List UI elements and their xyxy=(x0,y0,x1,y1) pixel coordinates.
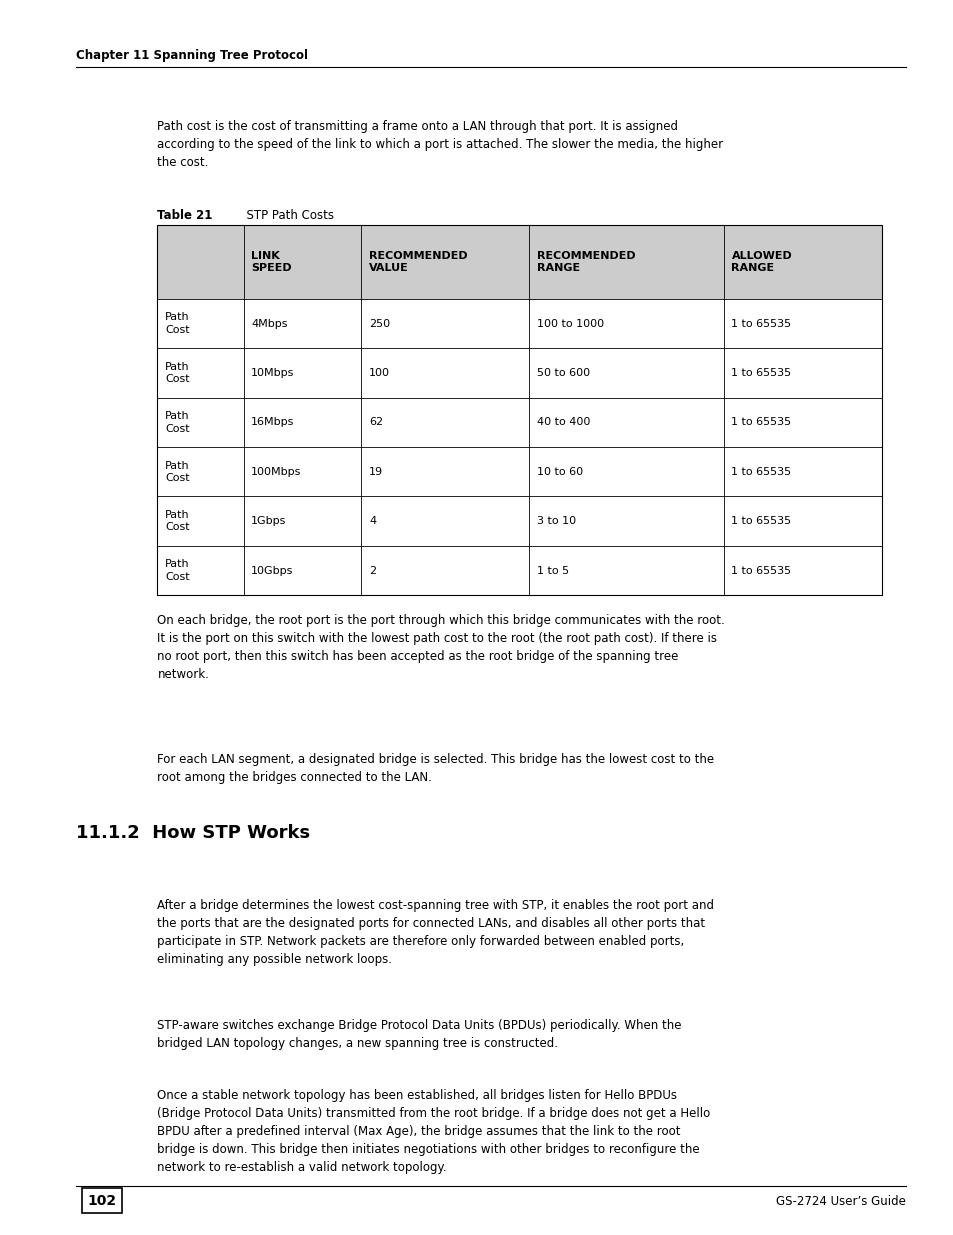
Text: For each LAN segment, a designated bridge is selected. This bridge has the lowes: For each LAN segment, a designated bridg… xyxy=(157,753,714,784)
Text: Path
Cost: Path Cost xyxy=(165,312,190,335)
Text: 16Mbps: 16Mbps xyxy=(251,417,294,427)
Text: 10Gbps: 10Gbps xyxy=(251,566,294,576)
Text: 40 to 400: 40 to 400 xyxy=(536,417,589,427)
Text: Path cost is the cost of transmitting a frame onto a LAN through that port. It i: Path cost is the cost of transmitting a … xyxy=(157,120,722,169)
Text: 1 to 5: 1 to 5 xyxy=(536,566,568,576)
Text: 50 to 600: 50 to 600 xyxy=(536,368,589,378)
Text: STP-aware switches exchange Bridge Protocol Data Units (BPDUs) periodically. Whe: STP-aware switches exchange Bridge Proto… xyxy=(157,1019,681,1050)
Text: RECOMMENDED
RANGE: RECOMMENDED RANGE xyxy=(536,251,635,273)
Text: LINK
SPEED: LINK SPEED xyxy=(251,251,292,273)
Text: Path
Cost: Path Cost xyxy=(165,510,190,532)
Text: 4Mbps: 4Mbps xyxy=(251,319,288,329)
Text: 10Mbps: 10Mbps xyxy=(251,368,294,378)
Bar xyxy=(157,225,882,299)
Text: After a bridge determines the lowest cost-spanning tree with STP, it enables the: After a bridge determines the lowest cos… xyxy=(157,899,714,966)
Text: 1 to 65535: 1 to 65535 xyxy=(731,566,791,576)
Text: RECOMMENDED
VALUE: RECOMMENDED VALUE xyxy=(369,251,467,273)
Text: 1 to 65535: 1 to 65535 xyxy=(731,417,791,427)
Text: 100Mbps: 100Mbps xyxy=(251,467,301,477)
Text: 1Gbps: 1Gbps xyxy=(251,516,286,526)
Text: 62: 62 xyxy=(369,417,383,427)
Bar xyxy=(157,225,882,595)
Text: Once a stable network topology has been established, all bridges listen for Hell: Once a stable network topology has been … xyxy=(157,1089,710,1174)
Text: 1 to 65535: 1 to 65535 xyxy=(731,516,791,526)
Text: 1 to 65535: 1 to 65535 xyxy=(731,368,791,378)
Text: 10 to 60: 10 to 60 xyxy=(536,467,582,477)
Text: 3 to 10: 3 to 10 xyxy=(536,516,576,526)
Text: 2: 2 xyxy=(369,566,375,576)
Text: Chapter 11 Spanning Tree Protocol: Chapter 11 Spanning Tree Protocol xyxy=(76,49,308,63)
Text: 102: 102 xyxy=(88,1194,117,1208)
Text: 250: 250 xyxy=(369,319,390,329)
Text: Path
Cost: Path Cost xyxy=(165,411,190,433)
Text: 100 to 1000: 100 to 1000 xyxy=(536,319,603,329)
Text: 1 to 65535: 1 to 65535 xyxy=(731,319,791,329)
Text: STP Path Costs: STP Path Costs xyxy=(239,209,335,222)
Text: Path
Cost: Path Cost xyxy=(165,559,190,582)
Text: Path
Cost: Path Cost xyxy=(165,461,190,483)
Text: On each bridge, the root port is the port through which this bridge communicates: On each bridge, the root port is the por… xyxy=(157,614,724,680)
Text: 100: 100 xyxy=(369,368,390,378)
Text: 19: 19 xyxy=(369,467,383,477)
Text: GS-2724 User’s Guide: GS-2724 User’s Guide xyxy=(776,1194,905,1208)
Text: Path
Cost: Path Cost xyxy=(165,362,190,384)
Text: 4: 4 xyxy=(369,516,375,526)
Text: 11.1.2  How STP Works: 11.1.2 How STP Works xyxy=(76,824,310,842)
Text: Table 21: Table 21 xyxy=(157,209,213,222)
Text: ALLOWED
RANGE: ALLOWED RANGE xyxy=(731,251,791,273)
Text: 1 to 65535: 1 to 65535 xyxy=(731,467,791,477)
